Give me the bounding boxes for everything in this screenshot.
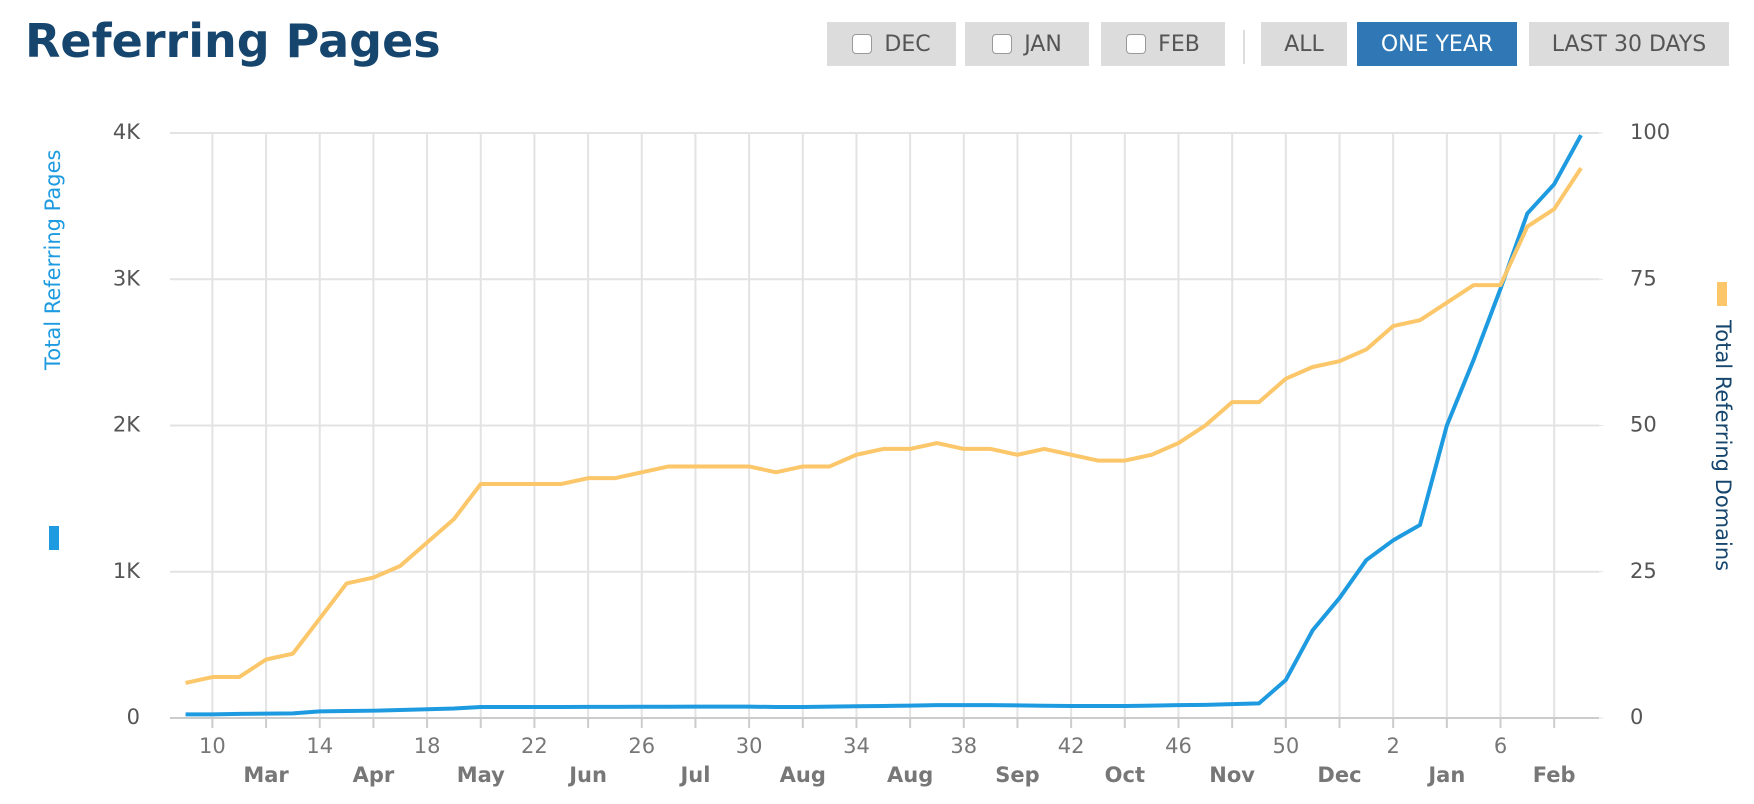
month-tick-label: Apr [353,763,395,787]
y2-tick-label: 50 [1630,413,1657,437]
month-tick-label: Oct [1105,763,1145,787]
checkbox[interactable] [852,34,873,54]
button-label: ALL [1284,31,1324,57]
month-tick-label: Mar [243,763,289,787]
month-tick-label: Jul [678,763,710,787]
y-tick-label: 2K [113,413,141,437]
range-button[interactable]: DEC [827,22,956,66]
month-tick-label: Aug [887,763,933,787]
separator [1243,30,1245,64]
series-line [185,134,1583,717]
y-tick-label: 0 [127,705,140,729]
x-tick-label: 26 [628,734,655,758]
range-button[interactable]: FEB [1101,22,1225,66]
legend-label: Total Referring Pages [41,150,65,371]
y2-tick-label: 25 [1630,559,1657,583]
month-tick-label: Feb [1533,763,1576,787]
button-label: JAN [1024,31,1062,57]
month-tick-label: Dec [1317,763,1361,787]
x-tick-label: 10 [199,734,226,758]
legend-swatch [1717,282,1727,306]
month-tick-label: May [457,763,505,787]
legend-left: Total Referring Pages [41,150,65,550]
month-tick-label: Sep [995,763,1039,787]
button-label: DEC [884,31,931,57]
month-tick-label: Aug [780,763,826,787]
range-button[interactable]: ONE YEAR [1357,22,1517,66]
month-tick-label: Jun [567,763,607,787]
x-tick-label: 18 [414,734,441,758]
legend-right: Total Referring Domains [1711,282,1735,571]
y2-tick-label: 75 [1630,266,1657,290]
x-tick-label: 42 [1058,734,1085,758]
month-tick-label: Nov [1209,763,1255,787]
checkbox[interactable] [992,34,1013,54]
x-tick-label: 14 [306,734,333,758]
x-tick-label: 34 [843,734,870,758]
y-tick-label: 1K [113,559,141,583]
series-line [185,167,1583,685]
button-label: LAST 30 DAYS [1551,31,1707,57]
x-tick-label: 2 [1386,734,1399,758]
legend-swatch [49,526,59,550]
range-button[interactable]: ALL [1261,22,1347,66]
month-tick-label: Jan [1426,763,1465,787]
button-label: ONE YEAR [1380,31,1494,57]
x-tick-label: 46 [1165,734,1192,758]
x-tick-label: 22 [521,734,548,758]
x-tick-label: 6 [1494,734,1507,758]
range-button[interactable]: JAN [965,22,1089,66]
y-tick-label: 4K [113,120,141,144]
page-title: Referring Pages [25,14,441,68]
y2-tick-label: 100 [1630,120,1670,144]
x-tick-label: 30 [736,734,763,758]
y2-tick-label: 0 [1630,705,1643,729]
legend-label: Total Referring Domains [1711,319,1735,571]
x-tick-label: 38 [950,734,977,758]
button-label: FEB [1158,31,1200,57]
x-tick-label: 50 [1272,734,1299,758]
checkbox[interactable] [1126,34,1147,54]
y-tick-label: 3K [113,266,141,290]
range-button[interactable]: LAST 30 DAYS [1529,22,1729,66]
